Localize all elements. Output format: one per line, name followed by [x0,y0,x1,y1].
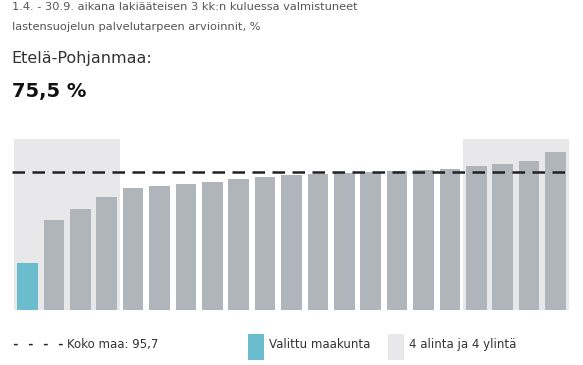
Text: 4 alinta ja 4 ylintä: 4 alinta ja 4 ylintä [409,338,517,351]
Text: Koko maa: 95,7: Koko maa: 95,7 [67,338,159,351]
Bar [545,152,566,365]
Text: Valittu maakunta: Valittu maakunta [269,338,371,351]
Text: Etelä-Pohjanmaa:: Etelä-Pohjanmaa: [12,51,152,66]
Bar [17,263,38,365]
Bar [463,139,568,310]
Bar [493,164,513,365]
Bar [149,186,170,365]
Bar [308,174,328,365]
Bar [281,175,302,365]
Bar [229,179,249,365]
Text: - - - -: - - - - [12,338,64,351]
Text: 1.4. - 30.9. aikana lakiääteisen 3 kk:n kuluessa valmistuneet: 1.4. - 30.9. aikana lakiääteisen 3 kk:n … [12,2,357,12]
Text: lastensuojelun palvelutarpeen arvioinnit, %: lastensuojelun palvelutarpeen arvioinnit… [12,22,260,32]
Bar [96,197,117,365]
Text: 75,5 %: 75,5 % [12,82,86,101]
Bar [70,209,90,365]
Bar [440,169,460,365]
Bar [334,173,354,365]
Bar [255,177,275,365]
Bar [44,220,64,365]
Bar [466,166,487,365]
Bar [123,188,143,365]
Bar [175,184,196,365]
Bar [360,172,381,365]
Bar [387,171,408,365]
Bar [15,139,120,310]
Bar [413,170,434,365]
Bar [519,161,539,365]
Bar [202,182,223,365]
